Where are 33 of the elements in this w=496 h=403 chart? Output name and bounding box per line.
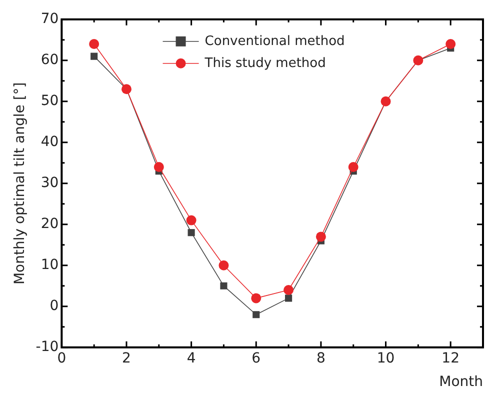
legend-label: Conventional method (204, 34, 345, 49)
point (251, 293, 262, 304)
x-tick-label: 12 (442, 350, 460, 366)
point (218, 260, 229, 270)
x-tick-label: 8 (316, 350, 326, 366)
point (348, 162, 358, 172)
x-axis-title: Month (439, 374, 483, 390)
legend-label: This study method (204, 56, 326, 71)
y-tick-label: 50 (40, 93, 59, 110)
point (252, 311, 260, 318)
point (90, 52, 98, 60)
point (220, 282, 228, 290)
x-tick-label: 4 (186, 350, 196, 366)
point (284, 285, 294, 295)
x-tick-label: 2 (122, 350, 131, 366)
y-tick-label: 30 (40, 175, 59, 192)
y-tick-label: 70 (40, 11, 59, 28)
point (154, 162, 164, 172)
y-tick-label: 10 (40, 257, 59, 274)
y-tick-label: 60 (40, 52, 59, 68)
y-tick-label: 40 (40, 134, 59, 150)
point (89, 39, 100, 49)
point (446, 39, 456, 49)
y-axis-title: Monthly optimal tilt angle [°] (12, 82, 28, 285)
point (316, 232, 326, 242)
point (285, 294, 292, 302)
y-tick-label: 20 (40, 216, 59, 232)
y-tick-label: -10 (36, 339, 59, 356)
x-tick-label: 6 (252, 350, 261, 366)
point (188, 229, 195, 236)
y-tick-label: 0 (50, 298, 59, 314)
x-tick-label: 10 (376, 350, 395, 366)
point (186, 215, 196, 226)
